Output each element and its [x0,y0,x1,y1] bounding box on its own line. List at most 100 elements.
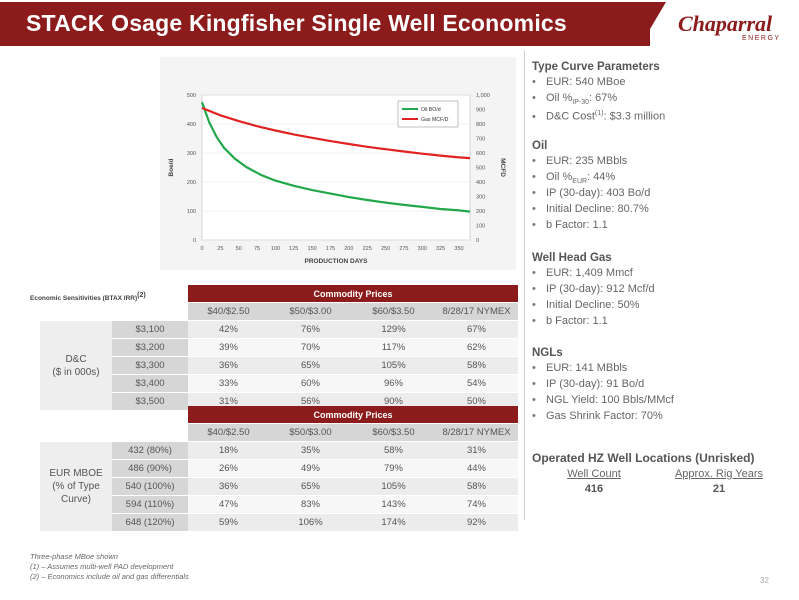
oil-eur: EUR: 235 MBbls [532,153,650,169]
table-cell: 49% [269,459,352,478]
rig-years-column: Approx. Rig Years 21 [660,468,778,495]
eur-pct-label: (% of Type [52,481,100,492]
table-cell: 105% [352,356,435,375]
series-line [200,101,471,213]
row-label: 648 (120%) [112,513,188,532]
y-left-tick-label: 200 [187,180,196,186]
x-tick-label: 225 [363,246,372,252]
x-tick-label: 75 [254,246,260,252]
oil-decline: Initial Decline: 80.7% [532,201,650,217]
well-count-label: Well Count [567,468,621,480]
y-left-tick-label: 100 [187,209,196,215]
gas-section: Well Head Gas EUR: 1,409 Mmcf IP (30-day… [532,252,655,329]
table-cell: 70% [269,338,352,357]
gas-item: EUR: 1,409 Mmcf [532,265,655,281]
row-label: $3,300 [112,356,188,375]
table-cell: 143% [352,495,435,514]
logo-subtext: ENERGY [742,35,781,42]
table-cell: 92% [435,513,518,532]
table-cell: 79% [352,459,435,478]
rig-years-label: Approx. Rig Years [674,468,764,480]
footnote: Three-phase MBoe shown [30,552,118,561]
legend-label: Gas MCF/D [421,117,449,123]
table-cell: 62% [435,338,518,357]
y-left-tick-label: 500 [187,93,196,99]
type-curve-oil-pct: Oil %IP-30: 67% [532,90,665,106]
production-chart: 0 100 200 300 400 500 0 100 200 300 400 500 600 700 80… [160,57,516,270]
y-left-tick-label: 0 [193,238,196,244]
y-right-tick-label: 300 [476,195,485,201]
ngl-item: Gas Shrink Factor: 70% [532,408,674,424]
type-curve-dc-cost: D&C Cost(1): $3.3 million [532,106,665,123]
type-curve-eur: EUR: 540 MBoe [532,74,665,90]
oil-ip: IP (30-day): 403 Bo/d [532,185,650,201]
table-cell: 54% [435,374,518,393]
price-col-header: $50/$3.00 [269,423,352,442]
gas-item: b Factor: 1.1 [532,313,655,329]
legend-box [397,100,459,128]
table-cell: 59% [188,513,269,532]
y-right-tick-label: 700 [476,137,485,143]
ngl-item: EUR: 141 MBbls [532,360,674,376]
y-right-tick-label: 900 [476,108,485,114]
x-tick-label: 50 [236,246,242,252]
dc-row-group-label: D&C ($ in 000s) [40,320,112,411]
well-count-value: 416 [584,483,604,495]
slide-title: STACK Osage Kingfisher Single Well Econo… [26,10,567,36]
legend-label: Oil BO/d [421,107,441,113]
eur-row-group-label: EUR MBOE (% of Type Curve) [40,441,112,532]
table-cell: 58% [352,441,435,460]
title-bar-slant [640,2,666,46]
price-col-header: 8/28/17 NYMEX [435,302,518,321]
x-tick-label: 350 [454,246,463,252]
eur-label: EUR MBOE [49,468,103,479]
vertical-divider [524,50,525,520]
logo-wordmark: Chaparral [678,11,773,36]
y-right-tick-label: 400 [476,180,485,186]
well-count-column: Well Count 416 [555,468,633,495]
table-cell: 83% [269,495,352,514]
price-col-header: $50/$3.00 [269,302,352,321]
ngl-title: NGLs [532,347,563,359]
price-col-header: 8/28/17 NYMEX [435,423,518,442]
ngl-item: IP (30-day): 91 Bo/d [532,376,674,392]
y-right-tick-label: 0 [476,238,479,244]
table-cell: 36% [188,356,269,375]
table-cell: 65% [269,477,352,496]
table-cell: 36% [188,477,269,496]
gas-item: IP (30-day): 912 Mcf/d [532,281,655,297]
x-tick-label: 275 [399,246,408,252]
table-cell: 39% [188,338,269,357]
y-right-tick-label: 100 [476,224,485,230]
dc-label: D&C [65,353,87,365]
table-cell: 65% [269,356,352,375]
type-curve-title: Type Curve Parameters [532,61,660,73]
y-right-tick-label: 600 [476,151,485,157]
table-cell: 47% [188,495,269,514]
y-right-tick-label: 800 [476,122,485,128]
table-cell: 33% [188,374,269,393]
table-row: $3,400 33% 60% 96% 54% [40,374,518,393]
table-cell: 42% [188,320,269,339]
table-row: 594 (110%) 47% 83% 143% 74% [40,495,518,514]
slide-header: STACK Osage Kingfisher Single Well Econo… [0,0,799,50]
table-row: $3,200 39% 70% 117% 62% [40,338,518,357]
row-label: 432 (80%) [112,441,188,460]
table-cell: 174% [352,513,435,532]
y-right-tick-label: 1,000 [476,93,490,99]
table-cell: 67% [435,320,518,339]
well-locations-title: Operated HZ Well Locations (Unrisked) [532,451,755,465]
page-number: 32 [760,576,769,585]
chaparral-logo: Chaparral ENERGY [676,11,796,45]
footnotes: Three-phase MBoe shown (1) – Assumes mul… [30,552,189,582]
x-tick-label: 0 [200,246,203,252]
commodity-prices-header: Commodity Prices [188,285,518,303]
x-tick-label: 325 [436,246,445,252]
price-col-header: $40/$2.50 [188,423,269,442]
table-cell: 58% [435,356,518,375]
y-left-tick-label: 300 [187,151,196,157]
y-left-axis-label: Boe/d [168,158,175,176]
row-label: 594 (110%) [112,495,188,514]
footnote: (1) – Assumes multi-well PAD development [30,562,174,571]
row-label: $3,400 [112,374,188,393]
